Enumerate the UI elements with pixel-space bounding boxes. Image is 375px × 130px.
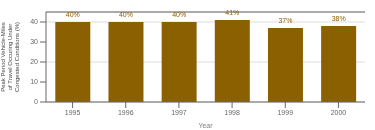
svg-text:1995: 1995 [65, 109, 81, 116]
html-text:Peak Period Vehicle-Miles: Peak Period Vehicle-Miles [0, 22, 6, 92]
svg-text:Peak Period Vehicle-Milesof Tr: Peak Period Vehicle-Milesof Travel Occur… [8, 22, 20, 92]
svg-text:40: 40 [30, 18, 38, 25]
svg-text:1998: 1998 [224, 109, 240, 116]
svg-text:41%: 41% [225, 9, 239, 16]
svg-text:40%: 40% [66, 11, 80, 18]
svg-text:20: 20 [30, 58, 38, 65]
svg-text:37%: 37% [278, 17, 292, 24]
svg-text:0: 0 [34, 98, 38, 105]
svg-text:10: 10 [30, 78, 38, 85]
svg-text:1999: 1999 [277, 109, 293, 116]
svg-text:40%: 40% [119, 11, 133, 18]
svg-text:40%: 40% [172, 11, 186, 18]
svg-text:2000: 2000 [331, 109, 347, 116]
svg-text:1997: 1997 [171, 109, 187, 116]
svg-text:30: 30 [30, 38, 38, 45]
svg-text:38%: 38% [332, 15, 346, 22]
svg-text:Year: Year [198, 122, 213, 129]
svg-text:1996: 1996 [118, 109, 134, 116]
